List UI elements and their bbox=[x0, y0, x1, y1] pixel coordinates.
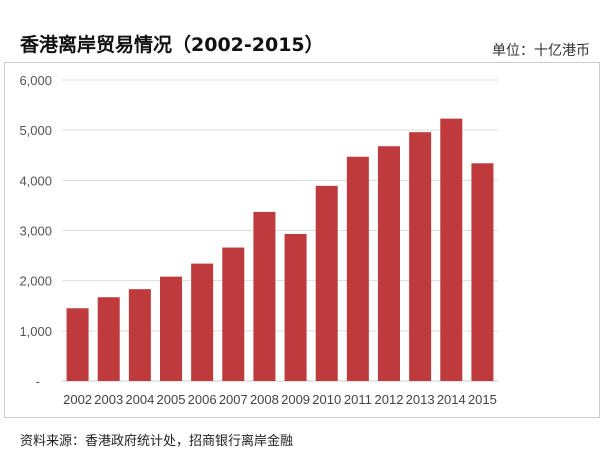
bar-2003 bbox=[97, 297, 120, 381]
bar-2005 bbox=[160, 276, 182, 381]
x-tick-label: 2003 bbox=[94, 392, 123, 407]
bar-2015 bbox=[471, 163, 494, 381]
x-tick-label: 2009 bbox=[281, 392, 310, 407]
x-tick-label: 2010 bbox=[312, 392, 341, 407]
y-tick-label: 3,000 bbox=[19, 224, 52, 239]
bar-2004 bbox=[128, 289, 151, 381]
x-tick-label: 2012 bbox=[375, 392, 404, 407]
unit-label: 单位：十亿港币 bbox=[492, 43, 590, 59]
bar-2010 bbox=[315, 185, 338, 381]
x-tick-label: 2002 bbox=[63, 392, 92, 407]
x-tick-label: 2008 bbox=[250, 392, 279, 407]
y-tick-label: - bbox=[36, 374, 40, 389]
x-tick-label: 2011 bbox=[344, 392, 372, 407]
bar-2011 bbox=[346, 156, 369, 381]
x-tick-label: 2007 bbox=[219, 392, 248, 407]
source-note: 资料来源：香港政府统计处，招商银行离岸金融 bbox=[20, 434, 294, 449]
y-tick-label: 6,000 bbox=[19, 73, 52, 88]
bar-2012 bbox=[378, 146, 400, 381]
chart-title: 香港离岸贸易情况（2002-2015） bbox=[20, 34, 324, 56]
x-tick-label: 2006 bbox=[188, 392, 217, 407]
bar-2002 bbox=[66, 308, 89, 381]
x-tick-label: 2014 bbox=[437, 392, 466, 407]
x-tick-label: 2005 bbox=[157, 392, 186, 407]
bar-2009 bbox=[284, 234, 307, 381]
chart-frame bbox=[4, 62, 600, 418]
bar-2007 bbox=[222, 247, 245, 381]
y-tick-label: 5,000 bbox=[19, 123, 52, 138]
bar-2014 bbox=[440, 118, 463, 382]
bar-2008 bbox=[253, 211, 276, 381]
y-tick-label: 2,000 bbox=[19, 274, 52, 289]
y-tick-label: 4,000 bbox=[19, 173, 52, 188]
x-tick-label: 2013 bbox=[406, 392, 435, 407]
x-tick-label: 2015 bbox=[468, 392, 497, 407]
bar-2013 bbox=[409, 132, 432, 381]
x-tick-label: 2004 bbox=[125, 392, 154, 407]
y-tick-label: 1,000 bbox=[19, 324, 52, 339]
bar-2006 bbox=[191, 263, 214, 381]
